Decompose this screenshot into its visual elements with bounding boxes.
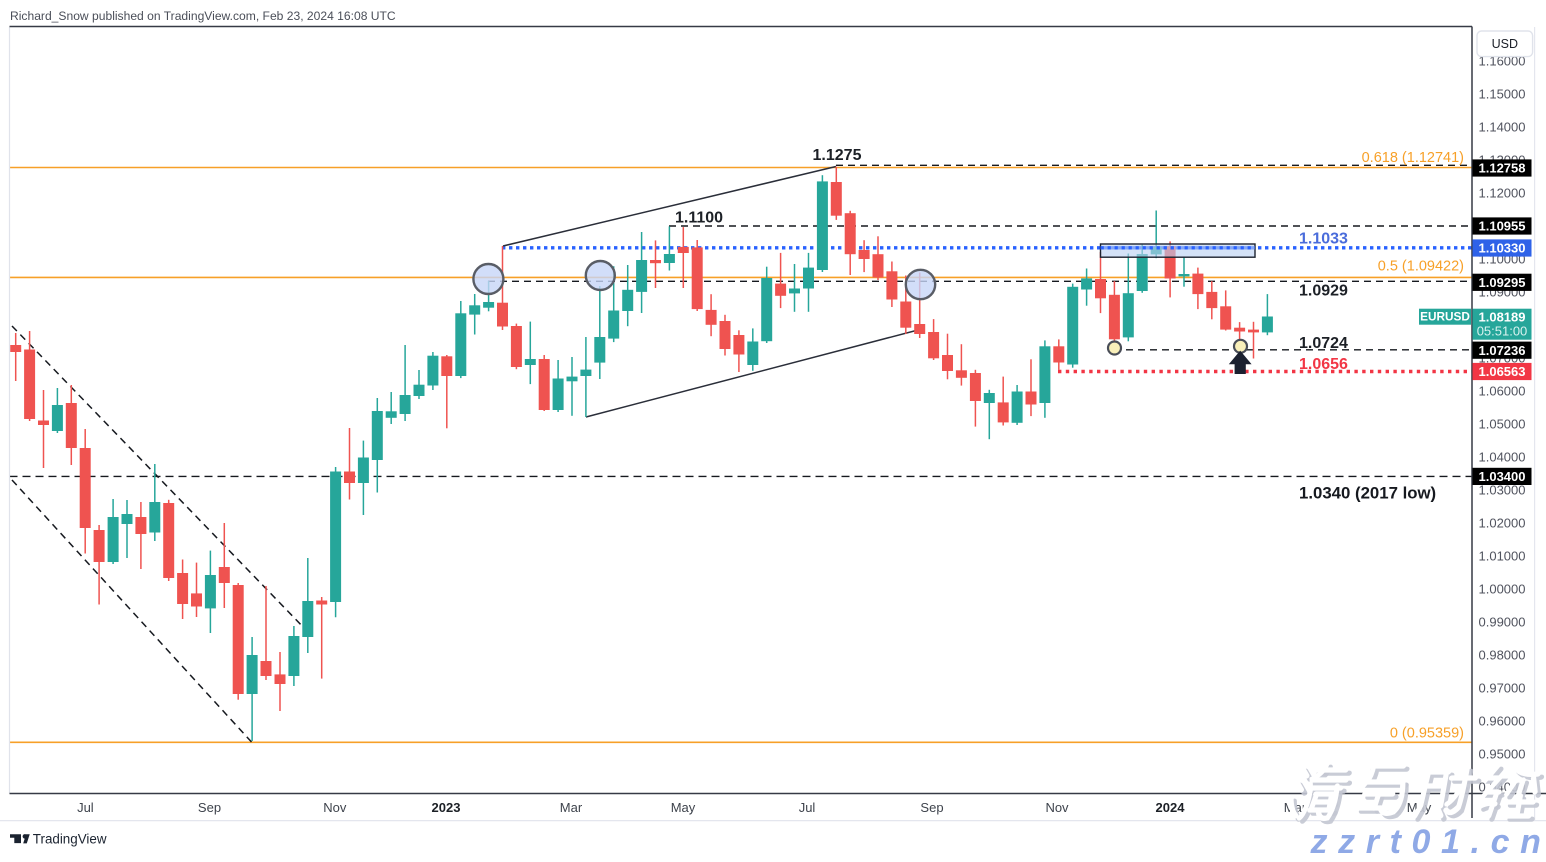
svg-text:0.97000: 0.97000 [1479, 681, 1526, 696]
svg-text:Sep: Sep [198, 800, 221, 815]
svg-text:1.1033: 1.1033 [1299, 231, 1348, 248]
svg-text:1.09295: 1.09295 [1479, 275, 1526, 290]
svg-text:Jul: Jul [799, 800, 816, 815]
svg-text:1.12758: 1.12758 [1479, 161, 1526, 176]
svg-text:1.0724: 1.0724 [1299, 335, 1348, 352]
svg-text:0.98000: 0.98000 [1479, 648, 1526, 663]
svg-text:1.12000: 1.12000 [1479, 186, 1526, 201]
svg-text:1.08189: 1.08189 [1479, 309, 1526, 324]
svg-text:2024: 2024 [1156, 800, 1186, 815]
svg-text:1.1275: 1.1275 [813, 147, 862, 164]
svg-text:USD: USD [1492, 37, 1518, 51]
svg-text:1.10330: 1.10330 [1479, 241, 1526, 256]
svg-text:Sep: Sep [920, 800, 943, 815]
svg-text:Nov: Nov [1045, 800, 1069, 815]
svg-text:05:51:00: 05:51:00 [1477, 324, 1528, 339]
svg-text:1.0340 (2017 low): 1.0340 (2017 low) [1299, 484, 1436, 503]
svg-text:0.96000: 0.96000 [1479, 714, 1526, 729]
svg-text:0.95000: 0.95000 [1479, 747, 1526, 762]
svg-text:1.01000: 1.01000 [1479, 549, 1526, 564]
svg-text:1.03000: 1.03000 [1479, 483, 1526, 498]
svg-text:Richard_Snow published on Trad: Richard_Snow published on TradingView.co… [10, 9, 396, 23]
svg-text:Jul: Jul [77, 800, 94, 815]
svg-text:1.1100: 1.1100 [675, 210, 723, 227]
svg-text:0.618 (1.12741): 0.618 (1.12741) [1362, 150, 1464, 166]
svg-text:1.04000: 1.04000 [1479, 450, 1526, 465]
svg-text:1.06563: 1.06563 [1479, 364, 1526, 379]
svg-text:2023: 2023 [432, 800, 461, 815]
svg-text:May: May [671, 800, 696, 815]
svg-text:TradingView: TradingView [33, 832, 107, 847]
svg-text:1.00000: 1.00000 [1479, 582, 1526, 597]
svg-text:0.5 (1.09422): 0.5 (1.09422) [1378, 259, 1464, 275]
svg-text:0.99000: 0.99000 [1479, 615, 1526, 630]
svg-text:0 (0.95359): 0 (0.95359) [1390, 726, 1464, 742]
svg-text:1.06000: 1.06000 [1479, 384, 1526, 399]
svg-text:1.02000: 1.02000 [1479, 516, 1526, 531]
svg-text:1.14000: 1.14000 [1479, 120, 1526, 135]
svg-text:1.0656: 1.0656 [1299, 356, 1348, 373]
svg-text:1.0929: 1.0929 [1299, 283, 1348, 300]
svg-text:EURUSD: EURUSD [1420, 310, 1470, 324]
svg-text:Mar: Mar [560, 800, 583, 815]
svg-text:1.05000: 1.05000 [1479, 417, 1526, 432]
svg-text:1.10955: 1.10955 [1479, 219, 1526, 234]
svg-text:1.07236: 1.07236 [1479, 343, 1526, 358]
svg-text:1.03400: 1.03400 [1479, 469, 1526, 484]
svg-text:Nov: Nov [323, 800, 347, 815]
svg-text:zzrt01.cn: zzrt01.cn [1310, 823, 1546, 857]
svg-text:1.15000: 1.15000 [1479, 87, 1526, 102]
